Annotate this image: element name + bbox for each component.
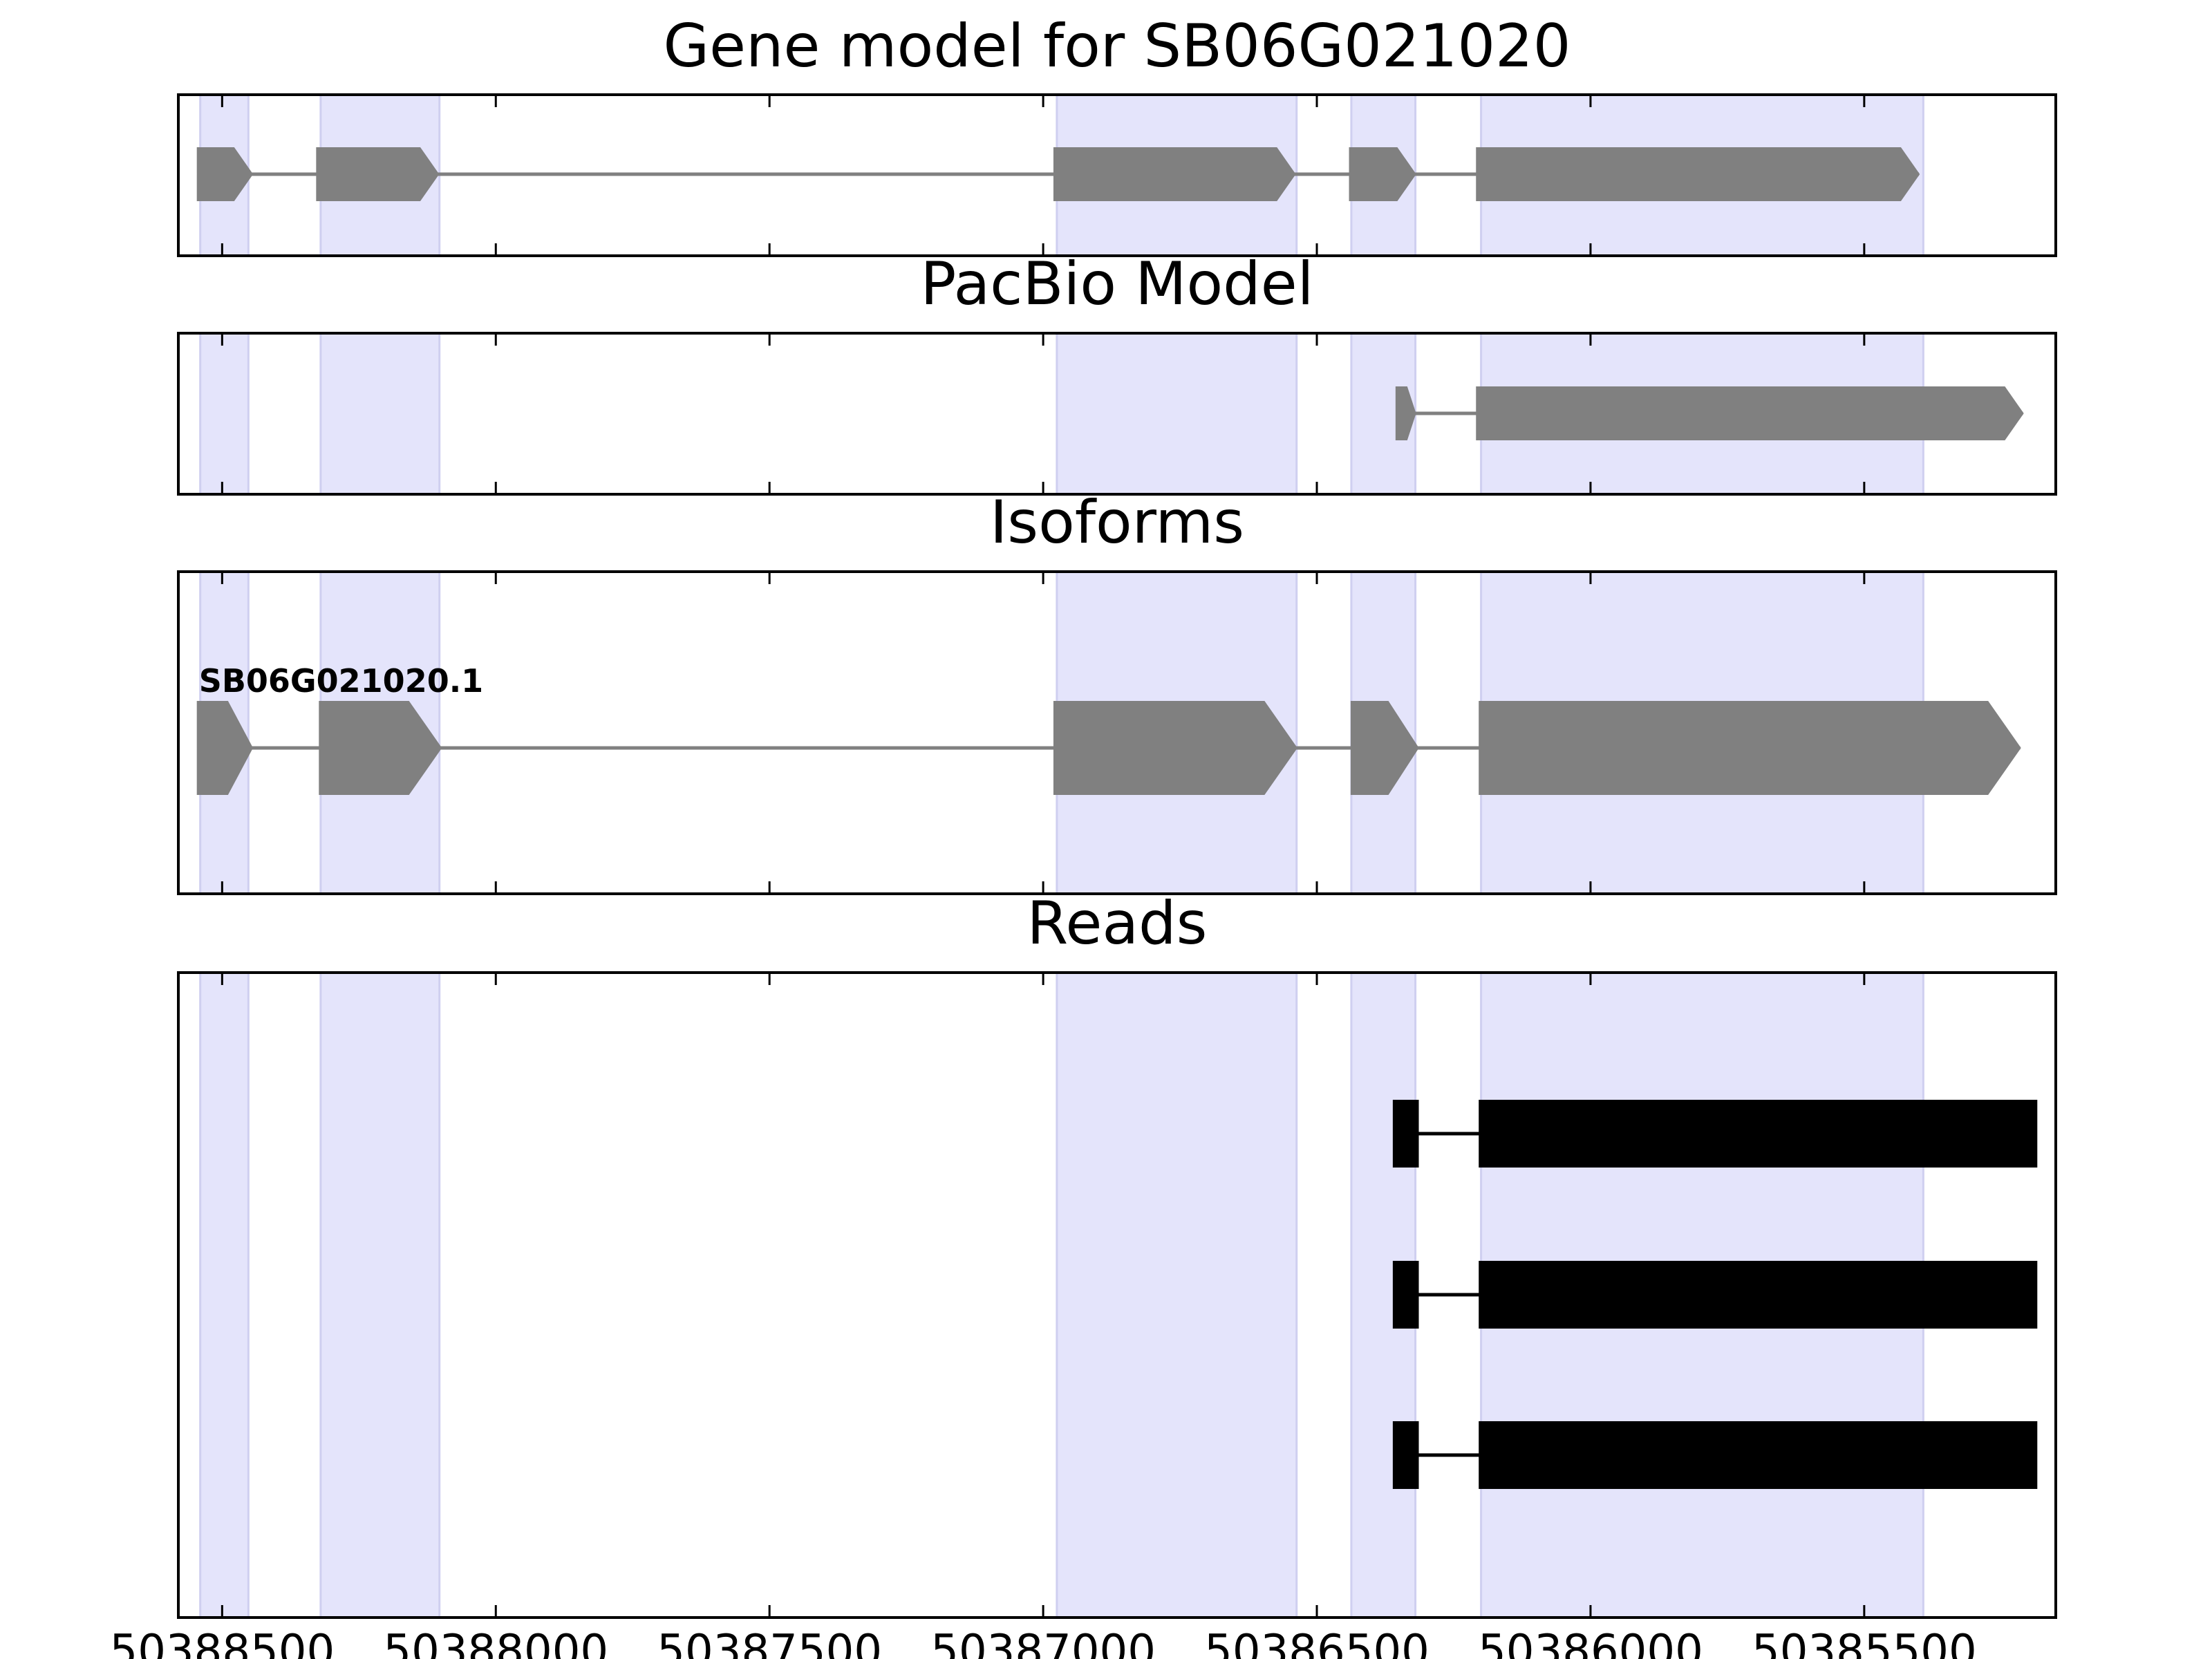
exon-highlight-band: [199, 332, 250, 496]
reads-panel: Reads 50388500 50388000 50387500 50387000 503…: [109, 889, 2057, 1659]
exon-block: [1476, 147, 1920, 201]
exon-block: [1349, 147, 1416, 201]
read-block: [1392, 1100, 1419, 1168]
panel-title: PacBio Model: [920, 250, 1313, 319]
read-block: [1392, 1261, 1419, 1329]
exon-block: [1053, 701, 1297, 795]
pacbio-model-panel: PacBio Model: [177, 250, 2057, 496]
panel-title: Reads: [1027, 889, 1208, 958]
read-block: [1392, 1421, 1419, 1489]
exon-block: [1479, 701, 2021, 795]
exon-highlight-band: [1056, 971, 1298, 1619]
exon-highlight-band: [319, 971, 441, 1619]
x-tick-label: 50385500: [1752, 1626, 1977, 1659]
panel-title: Gene model for SB06G021020: [664, 12, 1571, 81]
x-tick-label: 50387500: [657, 1626, 882, 1659]
panel-frame: [177, 971, 2057, 1619]
isoform-label: SB06G021020.1: [199, 662, 483, 700]
x-tick-label: 50388000: [383, 1626, 608, 1659]
read-block: [1479, 1100, 2038, 1168]
x-tick-label: 50387000: [930, 1626, 1156, 1659]
exon-block: [1053, 147, 1296, 201]
exon-block: [316, 147, 440, 201]
panel-frame: [177, 332, 2057, 496]
exon-block: [1476, 386, 2024, 440]
exon-block: [1350, 701, 1419, 795]
x-tick-label: 50388500: [109, 1626, 335, 1659]
exon-block: [196, 147, 254, 201]
read-block: [1479, 1421, 2038, 1489]
exon-block: [196, 701, 254, 795]
panel-frame: [177, 93, 2057, 257]
exon-highlight-band: [319, 332, 441, 496]
panel-title: Isoforms: [990, 488, 1244, 557]
read-block: [1479, 1261, 2038, 1329]
x-tick-label: 50386000: [1478, 1626, 1703, 1659]
panel-frame: [177, 570, 2057, 895]
exon-highlight-band: [199, 971, 250, 1619]
exon-block: [319, 701, 442, 795]
isoforms-panel: Isoforms SB06G021020.1: [177, 488, 2057, 895]
exon-block: [1395, 386, 1416, 440]
gene-model-panel: Gene model for SB06G021020: [177, 12, 2057, 257]
exon-highlight-band: [1056, 332, 1298, 496]
x-tick-label: 50386500: [1204, 1626, 1430, 1659]
